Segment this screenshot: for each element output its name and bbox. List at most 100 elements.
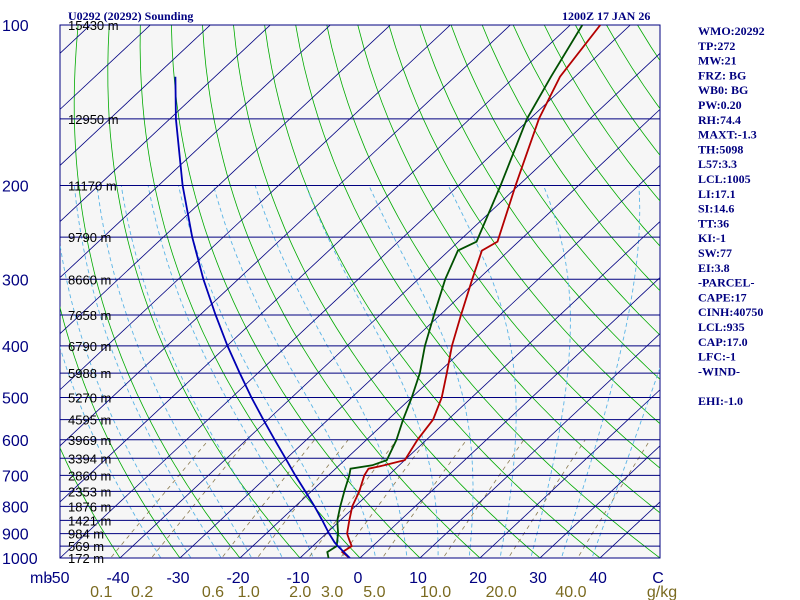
isotherms [60,25,660,558]
moist-adiabat [447,185,517,558]
index-line: WB0: BG [698,83,748,97]
dry-adiabat [512,25,660,247]
dry-adiabat [419,25,660,380]
dry-adiabat [762,25,800,569]
mixing-ratio-line [109,439,210,558]
dry-adiabat [171,25,421,558]
isotherm [179,108,660,558]
temperature-tick-label: -40 [106,570,129,587]
index-line: TT:36 [698,216,729,230]
index-line: TP:272 [698,39,735,53]
pressure-tick-label: 300 [2,272,29,289]
height-label: 2860 m [68,468,111,483]
mixing-ratio-unit-label: g/kg [647,584,677,600]
pressure-tick-label: 400 [2,339,29,356]
dry-adiabat [233,25,541,558]
height-label: 7658 m [68,308,111,323]
index-line: SW:77 [698,246,732,260]
mixing-ratio-label: 40.0 [555,584,586,600]
index-line: MW:21 [698,54,737,68]
isotherm [60,25,391,335]
dry-adiabat [388,25,660,425]
station-title: U0292 (20292) Sounding [68,9,193,23]
height-label: 6790 m [68,339,111,354]
isotherm [119,52,660,558]
moist-adiabat [120,185,283,558]
temperature-tick-label: -10 [286,570,309,587]
index-line: LI:17.1 [698,187,736,201]
height-label: 172 m [68,551,104,566]
temperature-tick-label: 20 [469,570,487,587]
index-line: LFC:-1 [698,350,736,364]
temperature-tick-label: 0 [354,570,363,587]
index-line: WMO:20292 [698,24,765,38]
mixing-ratio-line [256,439,349,558]
mixing-ratio-line [150,439,248,558]
moist-adiabat [60,241,192,558]
height-label: 3394 m [68,451,111,466]
dry-adiabat [60,446,121,558]
sounding-series [174,25,602,558]
dry-adiabat [264,25,601,558]
index-line: -WIND- [698,364,740,378]
index-line: KI:-1 [698,231,726,245]
isotherm [60,25,631,558]
moist-adiabat [305,185,439,558]
mixing-ratio-labels: 0.1 0.2 0.6 1.0 2.0 3.0 5.0 10.0 20.0 40.0 g/kg [90,584,677,600]
isotherm [359,277,660,558]
dry-adiabat [202,25,481,558]
isotherm [419,333,660,558]
height-label: 3969 m [68,433,111,448]
index-line: CAP:17.0 [698,335,748,349]
isotherm [60,25,511,447]
isotherm [239,164,660,558]
moist-adiabat [213,185,377,558]
pressure-tick-label: 800 [2,499,29,516]
index-line: L57:3.3 [698,157,737,171]
moist-adiabat [254,185,408,558]
plot-background [59,24,661,559]
temperature-tick-label: -50 [46,570,69,587]
mixing-ratio-label: 0.6 [202,584,224,600]
height-label: 4595 m [68,413,111,428]
temperature-tick-label: 30 [529,570,547,587]
temperature-tick-label: 10 [409,570,427,587]
pressure-tick-label: 600 [2,433,29,450]
mixing-ratio-label: 0.2 [131,584,153,600]
isotherm [479,389,660,558]
pressure-tick-label: 1000 [2,551,38,568]
mixing-ratio-label: 3.0 [321,584,343,600]
mixing-ratio-label: 0.1 [90,584,112,600]
temperature-tick-label: -30 [166,570,189,587]
index-line: PW:0.20 [698,98,742,112]
height-label: 5270 m [68,391,111,406]
height-label: 5988 m [68,366,111,381]
temperature-labels: -50 -40 -30 -20 -10 0 10 20 30 40 C [46,570,663,587]
index-line: FRZ: BG [698,68,746,82]
isotherm [60,25,571,503]
pressure-tick-label: 100 [2,18,29,35]
pressure-tick-label: 500 [2,391,29,408]
mixing-ratio-line [507,439,586,558]
moist-adiabat [560,185,641,558]
index-line: EHI:-1.0 [698,394,743,408]
mixing-ratio-label: 5.0 [363,584,385,600]
index-line: LCL:935 [698,320,745,334]
isotherm [299,220,660,558]
height-label: 569 m [68,539,104,554]
pressure-tick-label: 900 [2,527,29,544]
height-label: 11170 m [68,178,117,193]
height-label: 984 m [68,527,104,542]
dry-adiabat [450,25,660,336]
mixing-ratio-label: 10.0 [420,584,451,600]
dry-adiabat [481,25,660,292]
index-line: MAXT:-1.3 [698,128,757,142]
pressure-unit-label: mb [30,570,52,587]
index-line: TH:5098 [698,142,743,156]
dry-adiabat [73,25,241,558]
mixing-ratio-line [221,439,315,558]
isotherm [60,25,151,110]
index-line: CINH:40750 [698,305,763,319]
